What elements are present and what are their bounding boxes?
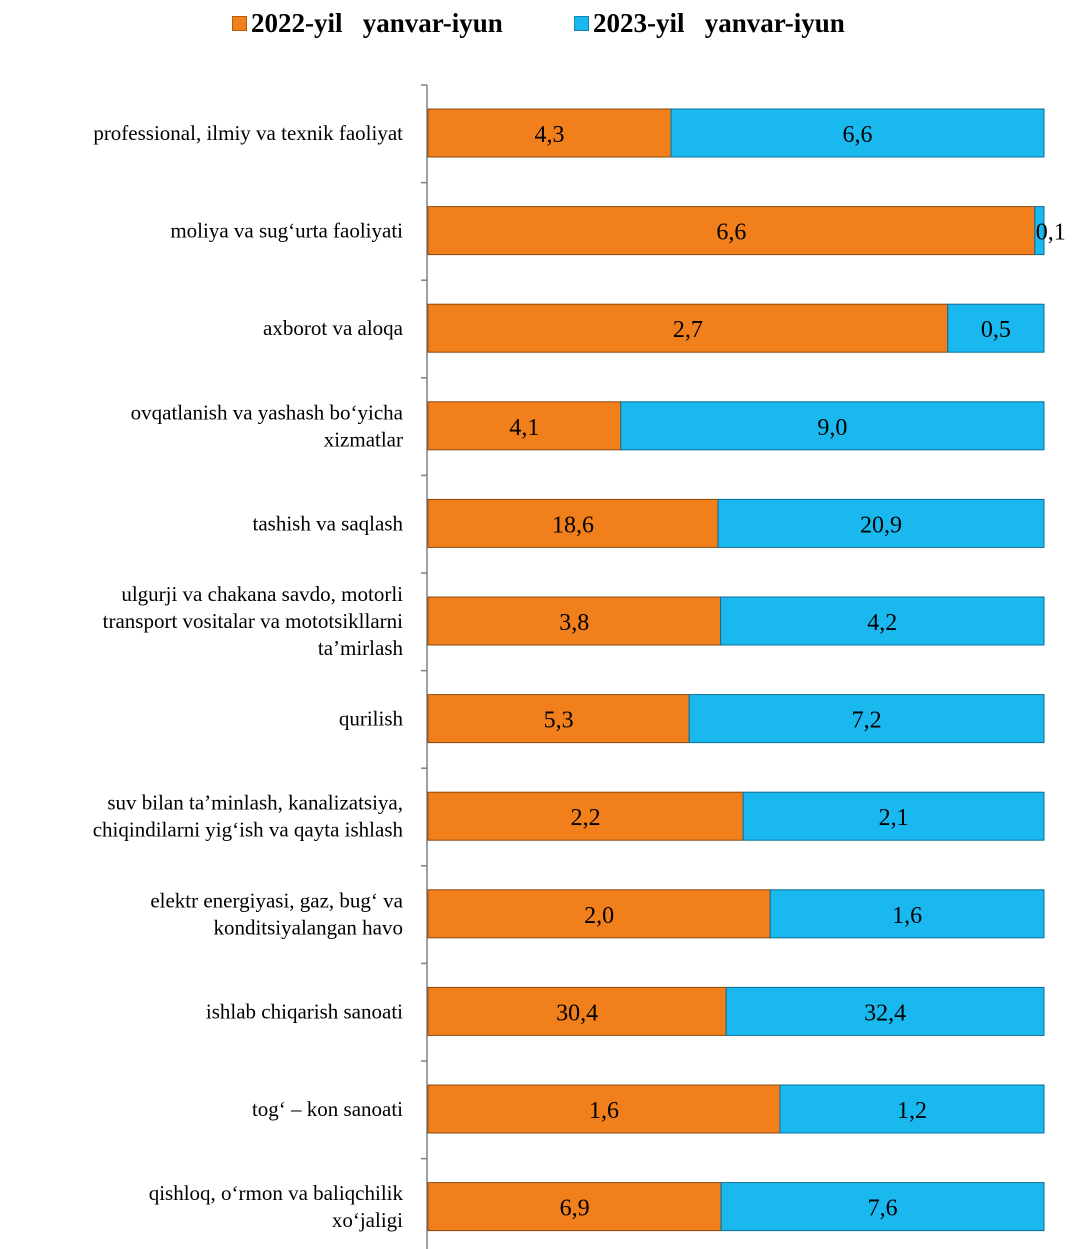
- category-label: axborot va aloqa: [263, 316, 404, 340]
- category-label: tog‘ – kon sanoati: [252, 1097, 403, 1121]
- legend-swatch-2023: [574, 16, 589, 31]
- legend-label-2023: 2023-yil yanvar-iyun: [593, 8, 845, 38]
- bar-rows: professional, ilmiy va texnik faoliyat 4,…: [93, 108, 1066, 1232]
- bar-2022: [427, 596, 722, 646]
- data-label-2023: 1,6: [892, 903, 922, 929]
- category-label: ovqatlanish va yashash bo‘yicha xizmatlar: [131, 400, 404, 451]
- bar-row: suv bilan ta’minlash, kanalizatsiya, chiq…: [93, 791, 1045, 842]
- data-label-2023: 0,1: [1036, 220, 1066, 246]
- bar-2022: [427, 986, 727, 1036]
- category-label: ulgurji va chakana savdo, motorli transpo…: [103, 582, 404, 660]
- bar-row: ishlab chiqarish sanoati 30,4 32,4: [206, 986, 1045, 1036]
- bar-2023: [620, 401, 1045, 451]
- data-label-2023: 32,4: [864, 1000, 906, 1026]
- bar-row: ulgurji va chakana savdo, motorli transpo…: [103, 582, 1045, 660]
- bar-2023: [720, 596, 1045, 646]
- bar-2023: [720, 1182, 1045, 1232]
- bar-row: elektr energiyasi, gaz, bug‘ va konditsiy…: [150, 888, 1045, 939]
- bar-2022: [427, 1182, 722, 1232]
- data-label-2022: 3,8: [559, 610, 589, 636]
- data-label-2023: 9,0: [817, 415, 847, 441]
- bar-2022: [427, 303, 949, 353]
- data-label-2022: 30,4: [556, 1000, 598, 1026]
- data-label-2022: 4,3: [535, 122, 565, 148]
- data-label-2022: 2,7: [673, 317, 703, 343]
- bar-row: axborot va aloqa 2,7 0,5: [263, 303, 1045, 353]
- bar-2023: [670, 108, 1045, 158]
- data-label-2023: 20,9: [860, 512, 902, 538]
- bar-2023: [717, 498, 1045, 548]
- data-label-2022: 1,6: [589, 1098, 619, 1124]
- bar-2022: [427, 694, 690, 744]
- bar-2022: [427, 1084, 781, 1134]
- bar-2023: [725, 986, 1045, 1036]
- legend-item-2023: 2023-yil yanvar-iyun: [574, 8, 845, 39]
- bar-2023: [742, 791, 1045, 841]
- data-label-2023: 7,2: [852, 708, 882, 734]
- bar-2022: [427, 889, 771, 939]
- legend: 2022-yil yanvar-iyun 2023-yil yanvar-iyu…: [0, 0, 1073, 50]
- category-label: moliya va sug‘urta faoliyati: [170, 219, 403, 243]
- bar-2022: [427, 791, 744, 841]
- data-label-2022: 2,2: [571, 805, 601, 831]
- category-label: ishlab chiqarish sanoati: [206, 999, 403, 1023]
- category-label: qishloq, o‘rmon va baliqchilik xo‘jaligi: [149, 1181, 404, 1232]
- data-label-2022: 6,6: [716, 220, 746, 246]
- bar-2023: [779, 1084, 1045, 1134]
- axis-ticks: [421, 84, 427, 1160]
- bar-row: professional, ilmiy va texnik faoliyat 4,…: [93, 108, 1045, 158]
- category-label: suv bilan ta’minlash, kanalizatsiya, chiq…: [93, 791, 404, 842]
- bar-row: tog‘ – kon sanoati 1,6 1,2: [252, 1084, 1045, 1134]
- bar-2023: [769, 889, 1045, 939]
- bar-2023: [1034, 206, 1045, 256]
- bar-row: moliya va sug‘urta faoliyati 6,6 0,1: [170, 206, 1066, 256]
- category-label: qurilish: [339, 707, 404, 731]
- bar-row: tashish va saqlash 18,6 20,9: [253, 498, 1045, 548]
- legend-item-2022: 2022-yil yanvar-iyun: [232, 8, 503, 39]
- category-label: professional, ilmiy va texnik faoliyat: [93, 121, 403, 145]
- bar-2022: [427, 401, 622, 451]
- data-label-2022: 6,9: [560, 1196, 590, 1222]
- data-label-2022: 18,6: [552, 512, 594, 538]
- data-label-2023: 6,6: [843, 122, 873, 148]
- legend-swatch-2022: [232, 16, 247, 31]
- bar-2022: [427, 498, 719, 548]
- data-label-2023: 2,1: [879, 805, 909, 831]
- data-label-2023: 7,6: [868, 1196, 898, 1222]
- bar-2022: [427, 206, 1036, 256]
- category-label: tashish va saqlash: [253, 511, 404, 535]
- legend-label-2022: 2022-yil yanvar-iyun: [251, 8, 503, 38]
- data-label-2023: 0,5: [981, 317, 1011, 343]
- data-label-2023: 1,2: [897, 1098, 927, 1124]
- bar-2023: [947, 303, 1045, 353]
- category-label: elektr energiyasi, gaz, bug‘ va konditsiy…: [150, 888, 403, 939]
- data-label-2022: 5,3: [544, 708, 574, 734]
- bar-row: qurilish 5,3 7,2: [339, 694, 1045, 744]
- data-label-2022: 4,1: [509, 415, 539, 441]
- bar-row: qishloq, o‘rmon va baliqchilik xo‘jaligi 6…: [149, 1181, 1045, 1232]
- data-label-2023: 4,2: [867, 610, 897, 636]
- bar-2023: [688, 694, 1045, 744]
- bar-row: ovqatlanish va yashash bo‘yicha xizmatlar…: [131, 400, 1045, 451]
- data-label-2022: 2,0: [584, 903, 614, 929]
- bar-2022: [427, 108, 672, 158]
